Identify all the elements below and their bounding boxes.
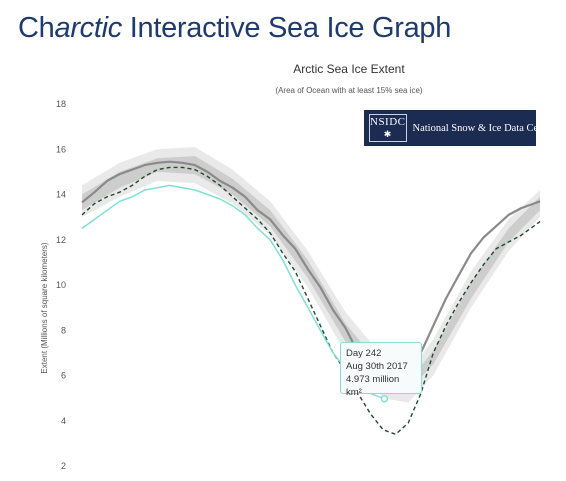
nsidc-abbr: NSIDC [370,116,406,128]
y-tick-label: 2 [61,461,66,471]
data-tooltip: Day 242 Aug 30th 2017 4.973 million km² [340,342,422,398]
page-title-prefix: Ch [18,12,55,44]
y-tick-label: 12 [56,235,66,245]
dashed-series-line[interactable] [81,166,541,435]
nsidc-logo: NSIDC ✱ National Snow & Ice Data Center [364,110,555,146]
y-tick-label: 18 [56,99,66,109]
tooltip-value: 4.973 million km² [346,374,400,398]
chart-title: Arctic Sea Ice Extent [293,62,405,76]
y-axis-title: Extent (Millions of square kilometers) [40,242,49,373]
y-tick-label: 14 [56,190,66,200]
y-tick-label: 8 [61,325,66,335]
nsidc-logo-mark: NSIDC ✱ [369,114,407,142]
page-title: Charctic Interactive Sea Ice Graph [18,12,451,45]
average-series-line[interactable] [81,160,541,384]
y-tick-label: 16 [56,144,66,154]
y-tick-label: 4 [61,416,66,426]
tooltip-date: Aug 30th 2017 [346,361,408,372]
series-lines [81,160,541,435]
chart-subtitle: (Area of Ocean with at least 15% sea ice… [275,86,423,95]
y-tick-label: 6 [61,371,66,381]
y-tick-label: 10 [56,280,66,290]
page-title-suffix: Interactive Sea Ice Graph [121,12,452,44]
current-series-line[interactable] [81,184,385,400]
page-title-italic: arctic [54,12,122,44]
nsidc-logo-text: National Snow & Ice Data Center [412,122,555,134]
highlight-points [380,394,389,403]
snowflake-icon: ✱ [383,129,392,139]
highlight-point[interactable] [380,394,389,403]
tooltip-day: Day 242 [346,348,382,359]
y-axis-ticks: 2 4 6 8 10 12 14 16 18 [56,99,66,471]
